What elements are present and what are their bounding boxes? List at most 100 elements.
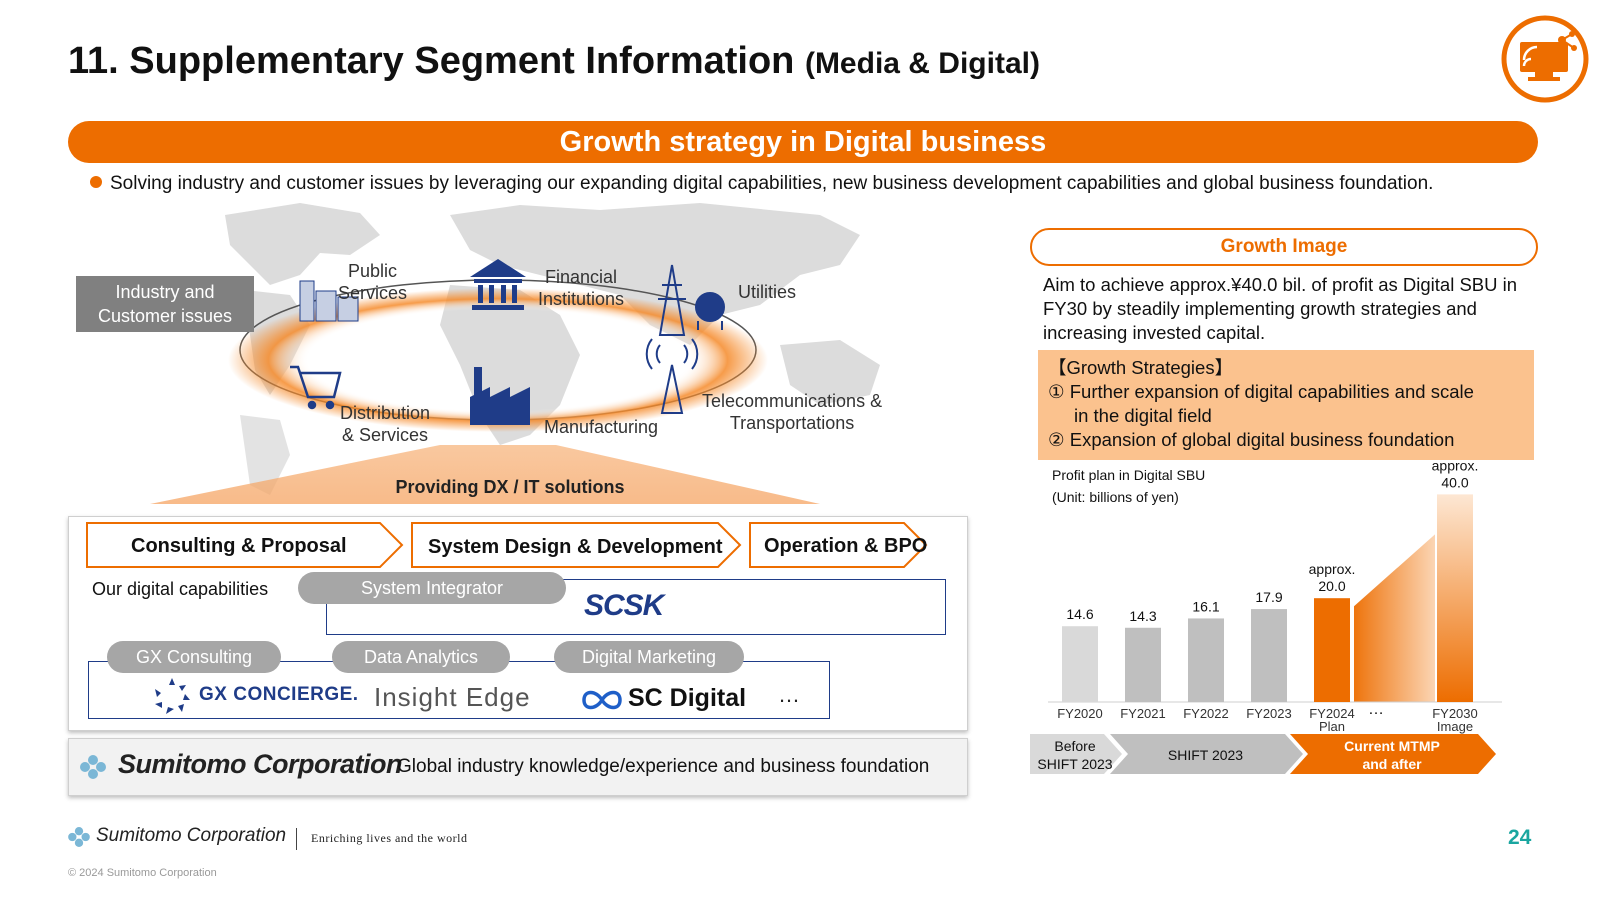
bank-icon	[470, 259, 526, 310]
bar-value-fy2030: 40.0	[1441, 474, 1468, 490]
gx-concierge-logo: GX CONCIERGE.	[199, 684, 359, 705]
chevron-consulting	[86, 522, 404, 568]
chevron-system-design-label: System Design & Development	[428, 536, 723, 558]
footer-separator	[296, 828, 297, 850]
foundation-bar	[68, 738, 968, 796]
footer-sumitomo-logo-icon	[68, 827, 90, 847]
sector-financial-line1: Financial	[545, 267, 618, 287]
gx-consulting-pill: GX Consulting	[107, 641, 281, 673]
bar-fy2022	[1188, 618, 1224, 702]
page-title-main: 11. Supplementary Segment Information	[68, 40, 795, 82]
bar-fy2024	[1314, 598, 1350, 702]
media-digital-segment-icon	[1501, 15, 1589, 103]
factory-icon	[470, 367, 530, 425]
chevron-operation	[749, 522, 928, 568]
chevron-system-design	[411, 522, 742, 568]
more-companies-ellipsis: …	[778, 682, 800, 707]
sector-manufacturing: Manufacturing	[544, 417, 659, 437]
summary-bullet-text: Solving industry and customer issues by …	[110, 173, 1434, 194]
tick-fy2022: FY2022	[1183, 706, 1229, 721]
tick-sub-fy2030: Image	[1437, 719, 1473, 734]
sector-public-line2: Services	[338, 283, 408, 303]
dx-solutions-label: Providing DX / IT solutions	[395, 477, 625, 497]
page-number: 24	[1508, 826, 1532, 849]
footer-tagline: Enriching lives and the world	[311, 831, 468, 845]
sector-telecom-line1: Telecommunications &	[702, 391, 883, 411]
page-title: 11. Supplementary Segment Information (M…	[68, 40, 1040, 83]
sector-financial-line2: Institutions	[538, 289, 625, 309]
bar-fy2020	[1062, 626, 1098, 702]
tick-fy2020: FY2020	[1057, 706, 1103, 721]
strategies-title: 【Growth Strategies】	[1048, 357, 1234, 378]
chart-title: Profit plan in Digital SBU	[1052, 467, 1205, 483]
chevron-operation-label: Operation & BPO	[764, 535, 928, 557]
phase-label-1-line2: SHIFT 2023	[1037, 756, 1112, 772]
strategy-1-line1: ① Further expansion of digital capabilit…	[1048, 381, 1474, 402]
insight-edge-logo: Insight Edge	[374, 682, 531, 712]
phase-label-2: SHIFT 2023	[1168, 747, 1243, 763]
bullet-dot-icon	[90, 176, 102, 188]
gx-concierge-logo-icon	[155, 678, 190, 714]
phase-arrow-1	[1030, 734, 1122, 774]
strategy-2: ② Expansion of global digital business f…	[1048, 429, 1455, 450]
bar-fy2023	[1251, 609, 1287, 702]
bar-fy2030	[1437, 494, 1473, 702]
our-digital-capabilities-label: Our digital capabilities	[92, 579, 269, 599]
data-analytics-pill: Data Analytics	[332, 641, 510, 673]
phase-label-3-line1: Current MTMP	[1344, 738, 1440, 754]
bar-value-fy2023: 17.9	[1255, 589, 1282, 605]
tick-fy2021: FY2021	[1120, 706, 1166, 721]
chart-gap-ellipsis: …	[1368, 701, 1384, 718]
world-map-graphic	[150, 203, 880, 504]
utilities-icon	[658, 264, 725, 336]
sector-telecom: Telecommunications & Transportations	[702, 390, 882, 434]
growth-ramp	[1354, 534, 1435, 702]
foundation-text: Global industry knowledge/experience and…	[397, 756, 930, 777]
growth-description: Aim to achieve approx.¥40.0 bil. of prof…	[1043, 274, 1518, 343]
section-banner: Growth strategy in Digital business	[68, 121, 1538, 163]
sector-public-line1: Public	[348, 261, 398, 281]
strategy-1-line2: in the digital field	[1074, 405, 1212, 426]
profit-plan-chart: Profit plan in Digital SBU (Unit: billio…	[1030, 462, 1502, 774]
digital-marketing-pill: Digital Marketing	[554, 641, 744, 673]
phase-arrow-3	[1290, 734, 1496, 774]
process-chevrons	[86, 522, 928, 568]
tick-fy2024: FY2024	[1309, 706, 1355, 721]
copyright: © 2024 Sumitomo Corporation	[68, 867, 217, 879]
summary-bullet: Solving industry and customer issues by …	[90, 173, 1433, 195]
phase-label-3-line2: and after	[1362, 756, 1422, 772]
system-integrator-pill: System Integrator	[298, 572, 566, 604]
sector-utilities: Utilities	[738, 282, 797, 302]
sector-distribution-line1: Distribution	[340, 403, 431, 423]
industry-box-line2: Customer issues	[97, 306, 233, 326]
industry-customer-issues-box: Industry and Customer issues	[76, 276, 254, 332]
bar-value-fy2021: 14.3	[1129, 608, 1156, 624]
sumitomo-logo-icon	[80, 755, 106, 779]
phase-label-1-line1: Before	[1054, 738, 1095, 754]
sc-digital-infinity-icon	[582, 690, 622, 710]
telecom-tower-icon	[645, 338, 699, 414]
phase-arrow-2	[1110, 734, 1303, 774]
sector-financial: Financial Institutions	[538, 266, 624, 310]
shopping-cart-icon	[290, 365, 342, 410]
tick-fy2023: FY2023	[1246, 706, 1292, 721]
page-title-suffix: (Media & Digital)	[804, 47, 1040, 80]
sc-digital-logo: SC Digital	[628, 684, 747, 712]
chevron-consulting-label: Consulting & Proposal	[131, 535, 347, 557]
tick-sub-fy2024: Plan	[1319, 719, 1345, 734]
industry-box-line1: Industry and	[115, 282, 215, 302]
scsk-logo: SCSK	[584, 589, 664, 622]
bar-prefix-fy2024: approx.	[1309, 561, 1356, 577]
sumitomo-corporation-logo: Sumitomo Corporation	[118, 749, 402, 779]
sector-distribution-line2: & Services	[342, 425, 429, 445]
growth-image-header: Growth Image	[1030, 228, 1538, 266]
bar-value-fy2020: 14.6	[1066, 606, 1093, 622]
bar-fy2021	[1125, 627, 1161, 702]
tick-fy2030: FY2030	[1432, 706, 1478, 721]
sector-distribution: Distribution & Services	[340, 402, 430, 446]
sector-telecom-line2: Transportations	[729, 413, 855, 433]
footer-company-name: Sumitomo Corporation	[96, 825, 287, 846]
chart-subtitle: (Unit: billions of yen)	[1052, 489, 1179, 505]
sector-public-services: Public Services	[338, 260, 407, 304]
growth-strategies-box: 【Growth Strategies】 ① Further expansion …	[1038, 350, 1534, 460]
